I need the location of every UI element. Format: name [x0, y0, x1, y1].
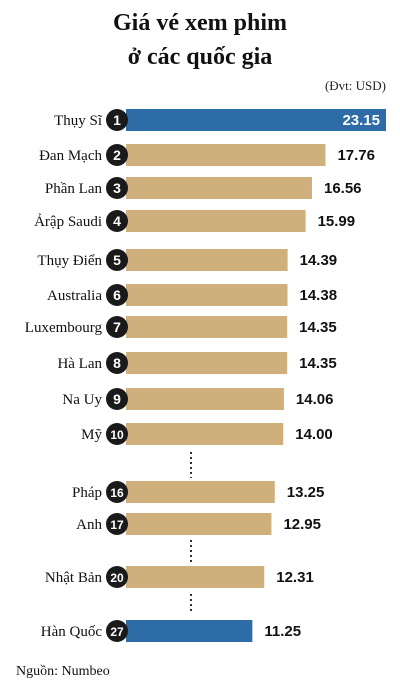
rank-number: 17: [110, 518, 124, 532]
rank-number: 20: [110, 571, 124, 585]
bar: [126, 388, 284, 410]
category-label: Đan Mạch: [39, 148, 102, 164]
chart-title-line-1: Giá vé xem phim: [113, 10, 287, 36]
rank-number: 27: [110, 625, 124, 639]
chart-title-line-2: ở các quốc gia: [127, 44, 273, 70]
rank-number: 2: [113, 147, 121, 163]
rank-badge: [106, 316, 128, 338]
value-label: 16.56: [324, 180, 362, 197]
bar-row: 15.99 4 Ảrập Saudi: [34, 210, 355, 232]
category-label: Thụy Điển: [37, 253, 102, 269]
rank-badge: [106, 210, 128, 232]
category-label: Ảrập Saudi: [34, 213, 102, 230]
rank-number: 4: [113, 213, 121, 229]
bar: [126, 177, 312, 199]
bar: [126, 210, 306, 232]
bar-row: 16.56 3 Phần Lan: [45, 177, 362, 199]
bar: [126, 109, 386, 131]
source-note: Nguồn: Numbeo: [16, 664, 110, 679]
bar: [126, 352, 288, 374]
rank-number: 3: [113, 180, 121, 196]
category-label: Mỹ: [81, 427, 102, 443]
bar-row: 14.35 8 Hà Lan: [57, 352, 337, 374]
category-label: Pháp: [72, 485, 102, 501]
bar: [126, 566, 265, 588]
value-label: 14.35: [299, 355, 337, 372]
bar-row: 12.31 20 Nhật Bản: [45, 566, 314, 588]
value-label: 17.76: [337, 147, 375, 164]
bar: [126, 423, 284, 445]
rank-badge: [106, 284, 128, 306]
rank-badge: [106, 566, 128, 588]
rank-number: 5: [113, 252, 121, 268]
rank-badge: [106, 144, 128, 166]
rank-badge: [106, 388, 128, 410]
rank-badge: [106, 249, 128, 271]
bar-row: 14.06 9 Na Uy: [62, 388, 333, 410]
bar: [126, 620, 253, 642]
value-label: 11.25: [264, 623, 301, 640]
bar: [126, 144, 326, 166]
rank-badge: [106, 177, 128, 199]
category-label: Hà Lan: [57, 356, 102, 372]
bar-row: 14.35 7 Luxembourg: [25, 316, 337, 338]
category-label: Australia: [47, 288, 102, 304]
rank-number: 10: [110, 428, 124, 442]
category-label: Phần Lan: [45, 181, 103, 197]
bar: [126, 316, 288, 338]
bar: [126, 481, 275, 503]
category-label: Anh: [76, 517, 102, 533]
bar-row: 13.25 16 Pháp: [72, 481, 324, 503]
value-label: 14.38: [300, 287, 338, 304]
value-label: 14.00: [295, 426, 333, 443]
bar-row: 11.25 27 Hàn Quốc: [41, 620, 301, 642]
category-label: Thụy Sĩ: [54, 113, 103, 129]
bar-row: 14.39 5 Thụy Điển: [37, 249, 337, 271]
rank-number: 7: [113, 319, 121, 335]
category-label: Na Uy: [62, 392, 102, 408]
value-label: 14.06: [296, 391, 334, 408]
rank-number: 6: [113, 287, 121, 303]
value-label: 14.39: [300, 252, 338, 269]
value-label: 23.15: [342, 112, 380, 129]
bar-row: 17.76 2 Đan Mạch: [39, 144, 375, 166]
rank-number: 16: [110, 486, 124, 500]
rank-number: 1: [113, 112, 121, 128]
value-label: 13.25: [287, 484, 325, 501]
rank-badge: [106, 109, 128, 131]
category-label: Luxembourg: [25, 320, 103, 336]
rank-badge: [106, 481, 128, 503]
bar: [126, 249, 288, 271]
unit-label: (Đvt: USD): [324, 78, 386, 93]
rank-number: 9: [113, 391, 121, 407]
value-label: 15.99: [318, 213, 356, 230]
rank-badge: [106, 620, 128, 642]
value-label: 12.95: [283, 516, 321, 533]
bar: [126, 513, 272, 535]
bar-row: 14.00 10 Mỹ: [81, 423, 333, 445]
rank-number: 8: [113, 355, 121, 371]
bar-row: 12.95 17 Anh: [76, 513, 321, 535]
category-label: Hàn Quốc: [41, 624, 103, 640]
bar: [126, 284, 288, 306]
rank-badge: [106, 352, 128, 374]
value-label: 14.35: [299, 319, 337, 336]
bar-row: 14.38 6 Australia: [47, 284, 337, 306]
rank-badge: [106, 513, 128, 535]
category-label: Nhật Bản: [45, 570, 103, 586]
value-label: 12.31: [276, 569, 314, 586]
rank-badge: [106, 423, 128, 445]
bar-row: 23.15 1 Thụy Sĩ: [54, 109, 386, 131]
